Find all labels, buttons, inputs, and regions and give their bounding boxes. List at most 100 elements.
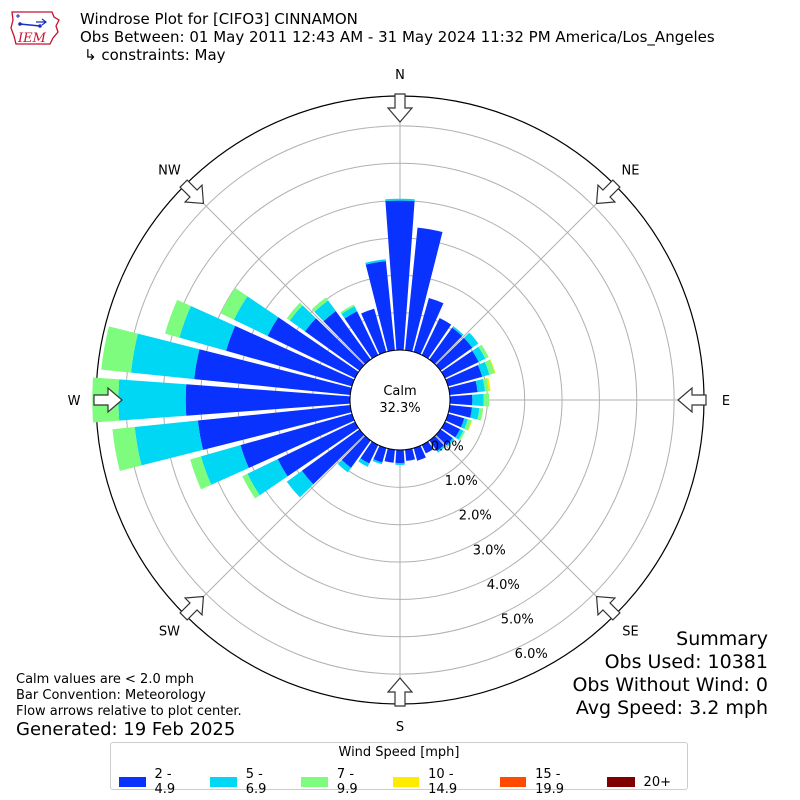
- compass-label-e: E: [722, 394, 730, 409]
- logo-text: IEM: [17, 31, 47, 46]
- flow-arrow: [386, 677, 414, 707]
- bar-160-0: [413, 445, 426, 461]
- bar-310-0: [304, 318, 365, 371]
- chart-title: Windrose Plot for [CIFO3] CINNAMON: [80, 10, 358, 28]
- legend-swatch: [392, 777, 420, 787]
- bar-300-1: [233, 296, 279, 336]
- legend-label: 5 - 6.9: [245, 767, 267, 797]
- generated-date: Generated: 19 Feb 2025: [16, 719, 236, 740]
- bar-60-0: [441, 350, 479, 379]
- compass-label-nw: NW: [158, 163, 181, 178]
- bar-320-0: [323, 310, 371, 365]
- radial-tick-label: 3.0%: [473, 543, 506, 558]
- bar-80-0: [448, 380, 478, 395]
- bar-250-1: [200, 445, 249, 485]
- bar-0-1: [385, 198, 415, 202]
- bar-210-1: [358, 458, 370, 467]
- legend-title: Wind Speed [mph]: [338, 745, 460, 760]
- compass-label-se: SE: [622, 625, 638, 640]
- bar-130-1: [446, 437, 455, 447]
- bar-240-0: [277, 421, 359, 477]
- bar-50-0: [435, 337, 473, 371]
- bar-70-1: [477, 361, 490, 377]
- iem-logo-graphic: IEM: [10, 11, 60, 46]
- legend-label: 7 - 9.9: [336, 767, 358, 797]
- summary-avg-speed: Avg Speed: 3.2 mph: [575, 697, 768, 719]
- radial-tick-label: 4.0%: [487, 578, 520, 593]
- legend-item: 7 - 9.9: [301, 767, 376, 797]
- radial-tick-labels: 0.0% 1.0% 2.0% 3.0% 4.0% 5.0% 6.0%: [431, 439, 548, 662]
- bar-70-0: [445, 364, 483, 387]
- legend-item: 5 - 6.9: [210, 767, 285, 797]
- bar-200-1: [372, 459, 383, 465]
- bar-250-2: [190, 456, 212, 490]
- bar-220-0: [341, 435, 371, 468]
- compass-label-n: N: [395, 68, 405, 83]
- bar-30-0: [421, 317, 452, 359]
- legend-swatch: [210, 777, 237, 787]
- flow-arrow: [93, 386, 123, 414]
- bar-90-1: [472, 393, 484, 407]
- grid-spoke: [184, 184, 365, 365]
- bar-220-1: [337, 459, 352, 473]
- chart-header: Windrose Plot for [CIFO3] CINNAMON Obs B…: [80, 10, 715, 64]
- bar-330-2: [340, 304, 355, 314]
- bar-130-0: [435, 429, 453, 446]
- bar-20-0: [413, 297, 444, 355]
- bar-280-1: [131, 333, 200, 380]
- compass-label-sw: SW: [159, 625, 180, 640]
- bar-90-2: [483, 393, 490, 407]
- bar-230-0: [301, 429, 365, 485]
- iem-logo: IEM: [6, 8, 64, 48]
- bar-240-2: [242, 473, 260, 499]
- bar-270-1: [118, 379, 187, 421]
- legend-swatch: [499, 777, 527, 787]
- bar-260-0: [197, 405, 352, 450]
- bar-120-2: [458, 430, 466, 441]
- arrows-note: Flow arrows relative to plot center.: [16, 704, 242, 719]
- summary-box: Summary Obs Used: 10381 Obs Without Wind…: [572, 628, 768, 720]
- flow-arrow: [386, 93, 414, 123]
- bar-140-0: [429, 435, 444, 452]
- bar-140-1: [436, 445, 446, 453]
- bar-300-2: [220, 287, 248, 320]
- calm-circle: Calm 32.3%: [349, 349, 451, 451]
- compass-label-ne: NE: [622, 163, 640, 178]
- bar-40-1: [452, 326, 464, 337]
- bar-120-0: [441, 421, 461, 438]
- bar-280-0: [194, 349, 352, 395]
- bar-290-0: [226, 325, 355, 387]
- bar-210-0: [360, 441, 379, 464]
- legend-swatch: [119, 777, 146, 787]
- flow-arrow: [595, 179, 621, 205]
- flow-arrow: [595, 595, 621, 621]
- calm-label: Calm: [383, 384, 416, 399]
- bar-100-2: [477, 408, 484, 421]
- bar-230-1: [286, 470, 314, 498]
- legend-label: 10 - 14.9: [428, 767, 458, 797]
- bar-350-1: [365, 259, 386, 265]
- bar-50-1: [463, 332, 479, 348]
- chart-notes: Calm values are < 2.0 mph Bar Convention…: [16, 672, 242, 720]
- bar-70-2: [484, 359, 495, 375]
- bar-320-1: [314, 300, 336, 322]
- bar-60-2: [478, 344, 489, 359]
- bar-180-0: [395, 449, 405, 464]
- bar-330-0: [344, 311, 379, 359]
- grid-spoke: [184, 435, 365, 616]
- bar-100-0: [448, 405, 473, 418]
- bar-110-1: [460, 418, 468, 429]
- bar-100-1: [470, 407, 480, 420]
- legend-item: 10 - 14.9: [392, 767, 484, 797]
- radial-tick-label: 5.0%: [501, 613, 534, 628]
- bar-250-0: [240, 413, 355, 468]
- bar-120-1: [455, 429, 464, 440]
- legend-item: 20+: [606, 767, 671, 797]
- summary-obs-without-wind: Obs Without Wind: 0: [572, 674, 768, 696]
- bar-320-2: [311, 297, 329, 312]
- bar-260-1: [134, 420, 204, 466]
- bar-90-0: [449, 394, 473, 406]
- bar-80-1: [475, 379, 486, 393]
- legend-label: 15 - 19.9: [535, 767, 565, 797]
- calm-value: 32.3%: [379, 401, 420, 416]
